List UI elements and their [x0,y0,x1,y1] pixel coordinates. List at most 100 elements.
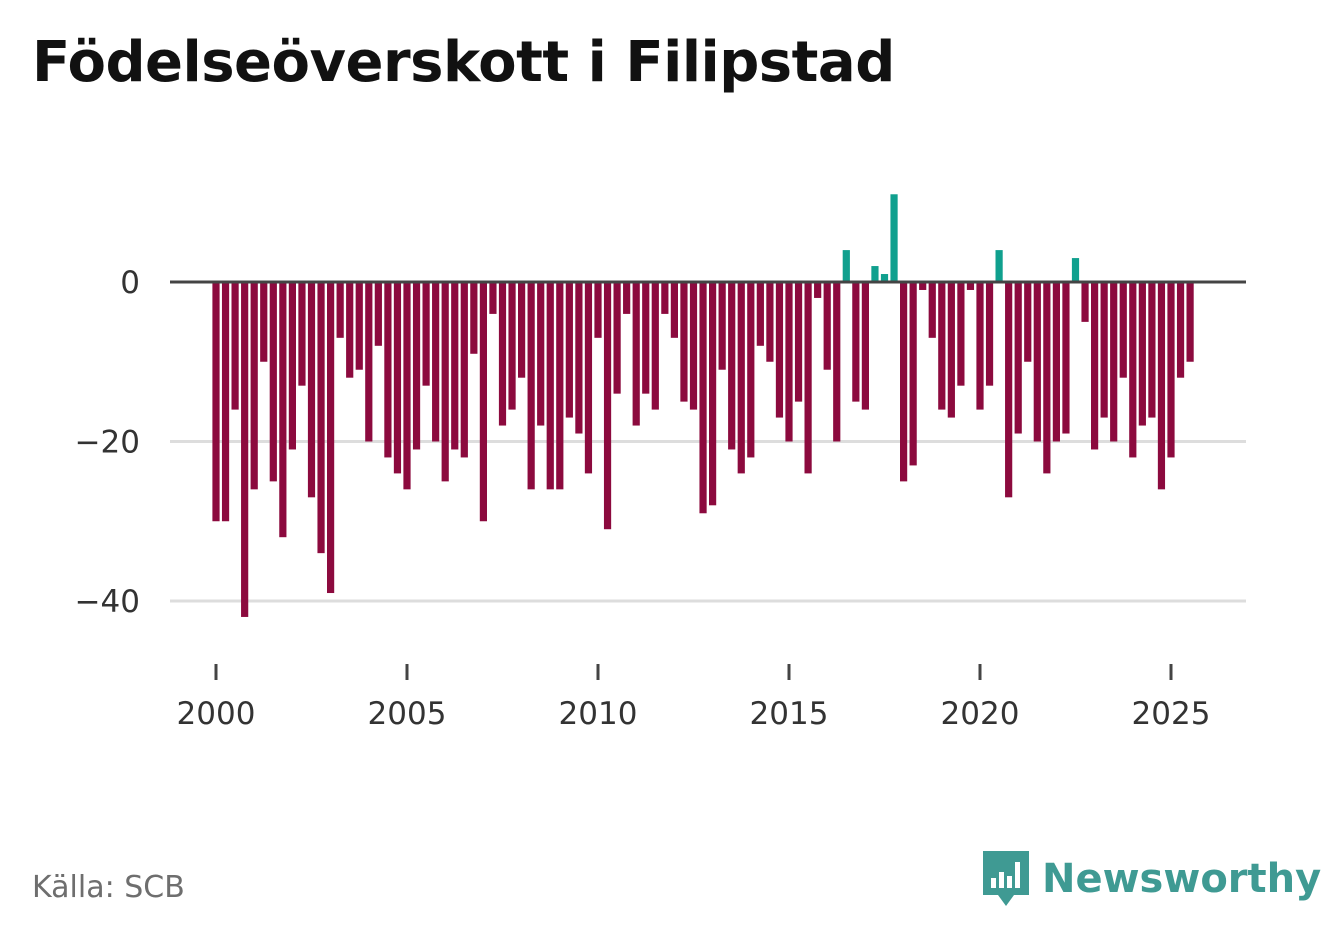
bar [422,282,430,386]
bar [1129,282,1137,458]
bar [556,282,564,490]
bar [546,282,554,490]
bar [1176,282,1185,378]
bar [1005,282,1013,498]
bar [1033,282,1041,442]
x-tick-label: 2015 [750,696,829,732]
bar [575,282,583,434]
chart-title: Födelseöverskott i Filipstad [32,30,895,95]
bar [642,282,650,394]
bar [393,282,402,474]
x-tick-label: 2010 [559,696,638,732]
bar [1081,282,1089,322]
bar [403,282,411,490]
bar [623,282,631,314]
bar [1148,282,1156,418]
bar [976,282,984,410]
bar [221,282,230,522]
x-tick-label: 2005 [368,696,447,732]
bar [212,282,220,522]
bar [1043,282,1051,474]
bar [756,282,764,346]
bar [527,282,535,490]
bar [613,282,621,394]
bar [900,282,908,482]
brand-logo: Newsworthy [980,848,1321,910]
bar [374,282,382,346]
bar [794,282,803,402]
bar [689,282,698,410]
bar [231,282,239,410]
bar [269,282,277,482]
bar [632,282,640,426]
newsworthy-logo-icon [983,851,1029,906]
bar [651,282,659,410]
bar [1091,282,1099,450]
bar [1052,282,1060,442]
x-tick-label: 2025 [1132,696,1211,732]
bar [747,282,755,458]
grid-lines [170,440,1246,603]
bar [995,250,1003,282]
bar [814,282,822,298]
bar [938,282,946,410]
bar [852,282,860,402]
bar [1110,282,1118,442]
bar [565,282,573,418]
bar [508,282,516,410]
x-tick-label: 2020 [941,696,1020,732]
bar [842,250,850,282]
bar [346,282,354,378]
bar [880,274,889,282]
bar [479,282,487,522]
bar [336,282,344,338]
bar [298,282,306,386]
bar [804,282,812,474]
bar [871,266,879,282]
bar [661,282,669,314]
x-tick-label: 2000 [177,696,256,732]
bars [212,194,1194,617]
bar [966,282,975,290]
bar [890,194,898,282]
source-label: Källa: SCB [32,870,185,905]
bar [288,282,296,450]
x-axis: 2000 2005 2010 2015 2020 2025 [177,664,1211,732]
bar [384,282,392,458]
bar [1024,282,1032,362]
bar [537,282,545,426]
bar [947,282,955,418]
bar [985,282,994,386]
bar [737,282,745,474]
bar [1157,282,1166,490]
bar [1014,282,1022,434]
bar [327,282,335,594]
bar [250,282,258,490]
bar [1119,282,1127,378]
bar [823,282,831,370]
bar [928,282,936,338]
bar [470,282,478,354]
bar [1100,282,1108,418]
bar [518,282,526,378]
y-tick-label: 0 [120,265,140,301]
bar [460,282,468,458]
bar [279,282,287,538]
bar [317,282,325,554]
bar [584,282,593,474]
bar [489,282,497,314]
bar [718,282,726,370]
brand-name: Newsworthy [1042,856,1322,902]
bar [451,282,459,450]
bar [775,282,784,418]
bar [1138,282,1146,426]
bar [833,282,841,442]
bar [785,282,793,442]
bar [957,282,965,386]
y-axis: 0 −20 −40 [75,265,140,620]
bar [766,282,774,362]
bar [861,282,869,410]
bar [307,282,316,498]
bar [432,282,440,442]
